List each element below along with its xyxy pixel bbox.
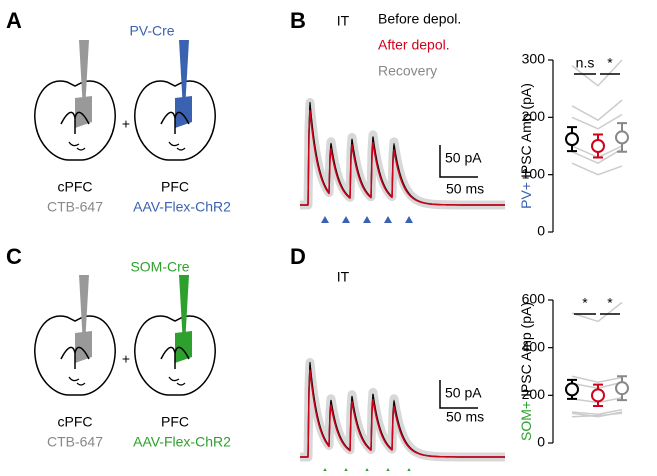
region: PFC	[161, 179, 189, 195]
trace	[300, 109, 505, 206]
plus: +	[122, 116, 130, 132]
brain-outline	[134, 315, 216, 396]
ventricle	[68, 141, 86, 151]
pipette	[179, 275, 189, 345]
y-axis-label-prefix: PV+	[518, 182, 534, 209]
y-axis-label-prefix: SOM+	[518, 401, 534, 441]
scale-bar	[439, 380, 478, 409]
region: cPFC	[58, 179, 93, 195]
virus: AAV-Flex-ChR2	[133, 199, 231, 215]
ventricle	[68, 376, 86, 386]
stim-marker	[405, 216, 413, 223]
region: cPFC	[58, 414, 93, 430]
injection-site	[75, 331, 92, 363]
mean-marker	[565, 382, 579, 397]
y-tick-label: 200	[522, 108, 546, 124]
cre-line: SOM-Cre	[130, 259, 189, 275]
cell-line	[571, 301, 623, 323]
y-tick-label: 300	[522, 51, 546, 67]
significance-label: *	[607, 55, 613, 71]
scale-label: 50 ms	[446, 409, 484, 425]
y-axis-label-text: IPSC Amp (pA)	[518, 302, 534, 397]
stim-marker	[321, 216, 329, 223]
scale-label: 50 ms	[446, 181, 484, 197]
cell-line	[571, 408, 623, 416]
region: PFC	[161, 414, 189, 430]
stim-marker	[342, 216, 350, 223]
cell-line	[571, 148, 623, 165]
cell-line	[571, 162, 623, 176]
injection-site	[75, 96, 92, 128]
legend-entry: Before depol.	[378, 11, 461, 27]
cell-line	[571, 59, 623, 87]
trace-title: IT	[337, 13, 350, 29]
injection-site	[175, 331, 192, 363]
cell-line	[571, 113, 623, 130]
brain-outline	[134, 80, 216, 161]
tracer: CTB-647	[47, 434, 103, 450]
cell-line	[571, 412, 623, 418]
injection-site	[175, 96, 192, 128]
panel-letter: A	[6, 8, 22, 33]
pipette	[179, 40, 189, 110]
cell-line	[571, 375, 623, 383]
pipette	[79, 40, 89, 110]
mean-marker	[565, 132, 579, 147]
legend-entry: After depol.	[378, 37, 450, 53]
pipette	[79, 275, 89, 345]
panel-letter: B	[290, 8, 306, 33]
significance-label: n.s	[576, 55, 595, 71]
ventricle	[160, 111, 190, 134]
stim-marker	[363, 216, 371, 223]
y-tick-label: 600	[522, 291, 546, 307]
brain-outline	[34, 315, 116, 396]
mean-marker	[615, 130, 629, 145]
trace-title: IT	[337, 269, 350, 285]
mean-marker	[591, 388, 605, 403]
ventricle	[60, 346, 90, 369]
y-tick-label: 400	[522, 338, 546, 354]
mean-marker	[591, 139, 605, 153]
y-axis-label: PV+ IPSC Amp (pA)	[518, 83, 534, 209]
panel-letter: C	[6, 244, 22, 269]
ventricle	[60, 111, 90, 134]
stim-marker	[384, 216, 392, 223]
ventricle	[160, 346, 190, 369]
y-tick-label: 100	[522, 165, 546, 181]
cre-line: PV-Cre	[129, 23, 174, 39]
scale-label: 50 pA	[445, 385, 482, 401]
mean-marker	[615, 381, 629, 396]
y-tick-label: 0	[537, 434, 545, 450]
virus: AAV-Flex-ChR2	[133, 434, 231, 450]
brain-outline	[34, 80, 116, 161]
significance-label: *	[607, 295, 613, 311]
scale-label: 50 pA	[445, 150, 482, 166]
cell-line	[571, 99, 623, 122]
plus: +	[122, 351, 130, 367]
y-tick-label: 0	[537, 223, 545, 239]
trace	[300, 369, 505, 458]
ventricle	[168, 376, 186, 386]
y-tick-label: 200	[522, 386, 546, 402]
y-axis-label-text: IPSC Amp (pA)	[518, 83, 534, 178]
panel-letter: D	[290, 244, 306, 269]
significance-label: *	[582, 295, 588, 311]
tracer: CTB-647	[47, 199, 103, 215]
scale-bar	[439, 145, 478, 178]
y-axis-label: SOM+ IPSC Amp (pA)	[518, 302, 534, 441]
ventricle	[168, 141, 186, 151]
legend-entry: Recovery	[378, 63, 437, 79]
